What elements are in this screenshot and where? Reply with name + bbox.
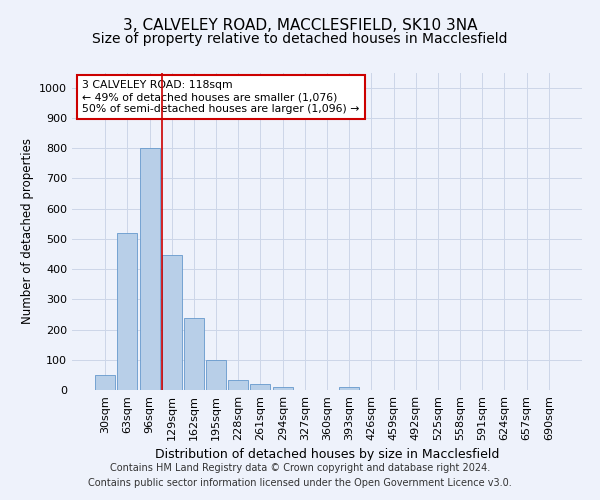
X-axis label: Distribution of detached houses by size in Macclesfield: Distribution of detached houses by size …: [155, 448, 499, 462]
Bar: [228, 380, 248, 390]
Bar: [339, 387, 359, 390]
Bar: [250, 384, 271, 390]
Bar: [162, 256, 182, 390]
Bar: [272, 387, 293, 390]
Text: 3 CALVELEY ROAD: 118sqm
← 49% of detached houses are smaller (1,076)
50% of semi: 3 CALVELEY ROAD: 118sqm ← 49% of detache…: [82, 80, 359, 114]
Bar: [206, 360, 226, 390]
Bar: [140, 148, 160, 390]
Text: Contains HM Land Registry data © Crown copyright and database right 2024.
Contai: Contains HM Land Registry data © Crown c…: [88, 462, 512, 487]
Text: Size of property relative to detached houses in Macclesfield: Size of property relative to detached ho…: [92, 32, 508, 46]
Bar: [95, 375, 115, 390]
Y-axis label: Number of detached properties: Number of detached properties: [20, 138, 34, 324]
Text: 3, CALVELEY ROAD, MACCLESFIELD, SK10 3NA: 3, CALVELEY ROAD, MACCLESFIELD, SK10 3NA: [123, 18, 477, 32]
Bar: [184, 318, 204, 390]
Bar: [118, 233, 137, 390]
